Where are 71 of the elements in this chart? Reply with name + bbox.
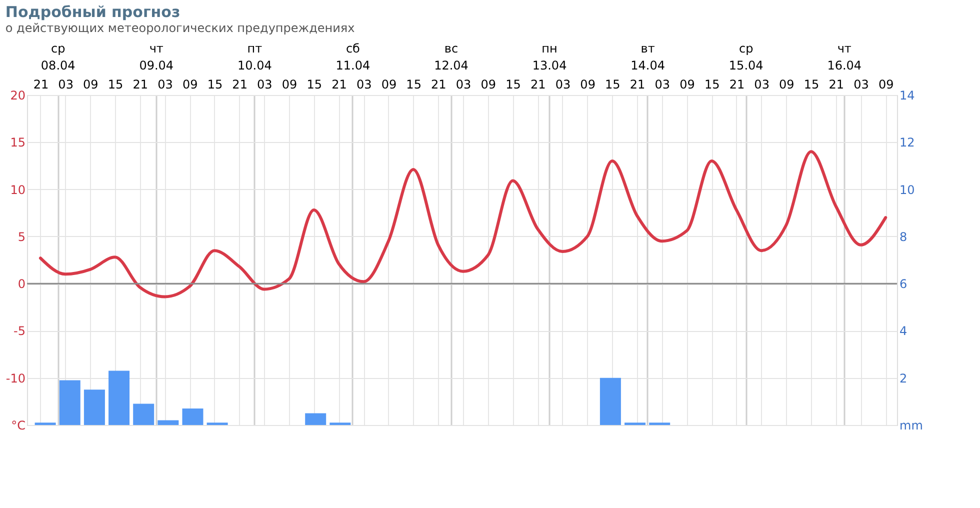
x-tick-label: 21 (828, 78, 844, 92)
chart-title: Подробный прогноз (5, 3, 180, 21)
x2-tick-label: сб 11.04 (336, 42, 370, 72)
x-tick-label: 21 (332, 78, 347, 92)
x-tick-label: 15 (605, 78, 620, 92)
x-tick-label: 15 (306, 78, 322, 92)
x-tick-label: 09 (282, 78, 298, 92)
x2-tick-label: пт 10.04 (237, 42, 272, 72)
bar (84, 390, 105, 425)
bar (59, 380, 80, 425)
x-tick-label: 15 (804, 78, 820, 92)
x-tick-label: 21 (232, 78, 248, 92)
x-tick-label: 03 (555, 78, 571, 92)
x-tick-label: 15 (406, 78, 422, 92)
x2-tick-label: чт 09.04 (139, 42, 174, 72)
x-tick-label: 03 (58, 78, 74, 92)
x-tick-label: 09 (381, 78, 397, 92)
y2-tick-label: 8 (900, 230, 908, 244)
y-tick-label: 5 (18, 230, 26, 244)
x2-tick-label: вс 12.04 (434, 42, 468, 72)
y-tick-label: °C (11, 418, 26, 432)
x-tick-label: 03 (854, 78, 869, 92)
x-tick-label: 15 (108, 78, 124, 92)
x-tick-label: 09 (580, 78, 596, 92)
y2-tick-label: 2 (900, 371, 908, 386)
x2-tick-label: ср 08.04 (40, 42, 76, 72)
x-tick-label: 09 (878, 78, 894, 92)
x-tick-label: 09 (779, 78, 794, 92)
x-tick-label: 15 (506, 78, 521, 92)
bar (158, 420, 179, 425)
x-tick-label: 03 (257, 78, 272, 92)
bar (133, 404, 154, 425)
y-tick-label: 15 (10, 136, 26, 150)
y-tick-label: 0 (18, 277, 26, 292)
y2-tick-label: 6 (900, 277, 908, 292)
x2-tick-label: ср 15.04 (728, 42, 764, 72)
x-tick-label: 03 (158, 78, 173, 92)
text: о действующих метеорологических предупреждениях (5, 21, 355, 35)
bar (182, 408, 204, 425)
x2-tick-label: пн 13.04 (532, 42, 567, 72)
x-tick-label: 09 (480, 78, 496, 92)
bar (305, 413, 326, 425)
y2-tick-label: 4 (900, 324, 908, 338)
x-tick-label: 21 (431, 78, 446, 92)
x-tick-label: 21 (630, 78, 646, 92)
x-tick-label: 09 (182, 78, 198, 92)
y-tick-label: 10 (10, 182, 26, 197)
x-tick-label: 21 (132, 78, 148, 92)
y-tick-label: 20 (10, 88, 26, 102)
x-tick-label: 21 (729, 78, 745, 92)
y2-tick-label: 10 (900, 182, 915, 197)
bar (600, 378, 621, 425)
x-tick-label: 15 (207, 78, 223, 92)
x2-tick-label: чт 16.04 (827, 42, 862, 72)
y2-tick-label: 14 (900, 88, 915, 102)
x2-tick-label: вт 14.04 (630, 42, 665, 72)
x-tick-label: 15 (704, 78, 720, 92)
y-tick-label: -5 (14, 324, 26, 338)
bar (108, 370, 130, 425)
x-tick-label: 21 (530, 78, 546, 92)
y-tick-label: -10 (6, 371, 26, 386)
y2-tick-label: mm (900, 418, 923, 432)
x-tick-label: 03 (654, 78, 670, 92)
x-tick-label: 03 (456, 78, 472, 92)
x-tick-label: 21 (33, 78, 49, 92)
y2-tick-label: 12 (900, 136, 915, 150)
x-tick-label: 09 (83, 78, 98, 92)
x-tick-label: 03 (356, 78, 372, 92)
x-tick-label: 03 (754, 78, 770, 92)
line-series (38, 150, 888, 298)
x-tick-label: 09 (680, 78, 695, 92)
